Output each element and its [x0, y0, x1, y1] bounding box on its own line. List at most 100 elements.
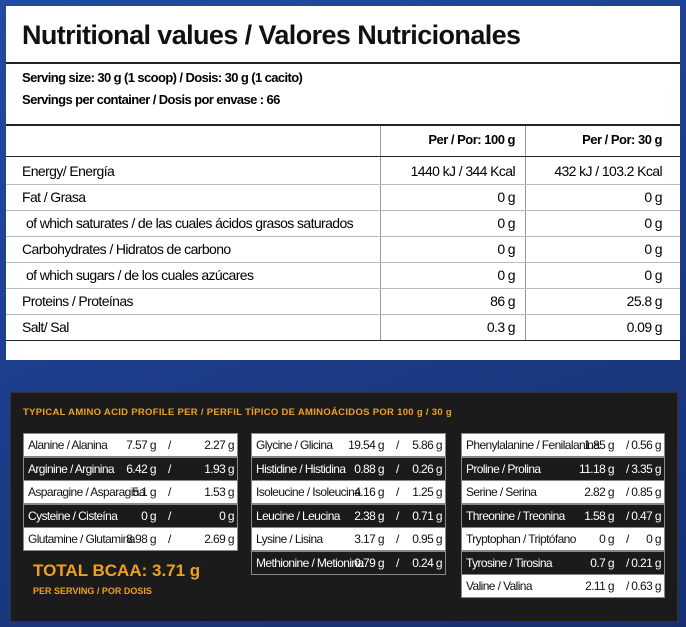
separator: / [626, 555, 629, 570]
amino-value-100g: 2.82 g [584, 485, 614, 499]
amino-name: Arginine / Arginina [28, 461, 115, 476]
amino-value-100g: 0 g [141, 508, 156, 523]
amino-row: Alanine / Alanina 7.57 g / 2.27 g [23, 433, 238, 457]
amino-value-100g: 3.17 g [354, 532, 384, 546]
amino-value-100g: 6.42 g [126, 461, 156, 476]
amino-row: Glutamine / Glutamina 8.98 g / 2.69 g [23, 527, 238, 551]
separator: / [396, 438, 399, 452]
title: Nutritional values / Valores Nutricional… [22, 20, 521, 50]
amino-row: Methionine / Metionina 0.79 g / 0.24 g [251, 550, 446, 575]
row-value: 0 g [497, 267, 515, 283]
row-label: Carbohydrates / Hidratos de carbono [22, 241, 231, 257]
amino-value-100g: 0.7 g [590, 555, 614, 570]
row-value: 0 g [644, 267, 662, 283]
amino-value-30g: 0.56 g [631, 438, 661, 452]
amino-value-100g: 2.11 g [585, 579, 614, 593]
rule [6, 156, 680, 157]
amino-name: Tyrosine / Tirosina [466, 555, 553, 570]
amino-name: Leucine / Leucina [256, 508, 340, 523]
amino-title: TYPICAL AMINO ACID PROFILE PER / PERFIL … [23, 407, 452, 418]
separator: / [626, 508, 629, 523]
amino-value-30g: 0.63 g [631, 579, 661, 593]
amino-value-30g: 0.85 g [631, 485, 661, 499]
amino-value-100g: 11.18 g [579, 461, 615, 476]
total-note: PER SERVING / POR DOSIS [33, 586, 152, 596]
amino-name: Glutamine / Glutamina [28, 532, 135, 546]
amino-value-30g: 2.27 g [204, 438, 234, 452]
separator: / [626, 579, 629, 593]
row-value: 0 g [497, 189, 515, 205]
rule [6, 124, 680, 126]
column-header: Per / Por: 30 g [582, 132, 662, 147]
amino-value-30g: 0 g [219, 508, 234, 523]
column-line [525, 126, 526, 340]
amino-name: Histidine / Histidina [256, 461, 346, 476]
row-label: Fat / Grasa [22, 189, 86, 205]
separator: / [168, 438, 171, 452]
rule [6, 62, 680, 64]
separator: / [626, 461, 629, 476]
amino-value-100g: 0.79 g [354, 555, 384, 570]
amino-row: Phenylalanine / Fenilalanina 1.85 g /0.56 … [461, 433, 665, 457]
separator: / [396, 555, 399, 570]
row-value: 86 g [490, 293, 515, 309]
amino-value-100g: 8.98 g [126, 532, 156, 546]
separator: / [396, 532, 399, 546]
row-line [6, 184, 680, 185]
row-value: 0.3 g [486, 319, 516, 335]
row-value: 0 g [497, 241, 515, 257]
separator: / [168, 485, 171, 499]
amino-value-100g: 2.38 g [354, 508, 384, 523]
amino-value-100g: 0.88 g [354, 461, 384, 476]
serving-size: Serving size: 30 g (1 scoop) / Dosis: 30… [22, 70, 303, 85]
row-line [6, 314, 680, 315]
amino-value-100g: 19.54 g [348, 438, 384, 452]
amino-name: Tryptophan / Triptófano [466, 532, 576, 546]
amino-row: Leucine / Leucina 2.38 g / 0.71 g [251, 503, 446, 528]
row-value: 25.8 g [626, 293, 663, 309]
row-value: 1440 kJ / 344 Kcal [410, 163, 516, 179]
row-line [6, 210, 680, 211]
amino-row: Tryptophan / Triptófano 0 g / 0 g [461, 527, 665, 551]
amino-row: Glycine / Glicina 19.54 g / 5.86 g [251, 433, 446, 457]
amino-value-100g: 4.16 g [354, 485, 384, 499]
amino-value-30g: 0.71 g [412, 508, 442, 523]
row-label: Salt/ Sal [22, 319, 69, 335]
row-value: 0 g [644, 215, 662, 231]
column-header: Per / Por: 100 g [428, 132, 515, 147]
amino-value-30g: 2.69 g [204, 532, 234, 546]
amino-row: Valine / Valina 2.11 g /0.63 g [461, 574, 665, 598]
row-line [6, 236, 680, 237]
separator: / [396, 461, 399, 476]
amino-row: Asparagine / Asparagina 5.1 g / 1.53 g [23, 480, 238, 504]
separator: / [626, 532, 629, 546]
amino-row: Arginine / Arginina 6.42 g / 1.93 g [23, 456, 238, 481]
amino-value-30g: 0.47 g [631, 508, 661, 523]
amino-value-30g: 0.95 g [412, 532, 442, 546]
amino-name: Proline / Prolina [466, 461, 541, 476]
row-label: Proteins / Proteínas [22, 293, 134, 309]
amino-name: Phenylalanine / Fenilalanina [466, 438, 600, 452]
row-value: 0 g [644, 189, 662, 205]
total-bcaa: TOTAL BCAA: 3.71 g [33, 561, 201, 580]
nutrition-panel: Nutritional values / Valores Nutricional… [6, 6, 680, 360]
row-value: 0 g [644, 241, 662, 257]
separator: / [626, 485, 629, 499]
separator: / [168, 532, 171, 546]
amino-row: Histidine / Histidina 0.88 g / 0.26 g [251, 456, 446, 481]
row-line [6, 288, 680, 289]
amino-name: Lysine / Lisina [256, 532, 323, 546]
amino-value-30g: 0.24 g [412, 555, 442, 570]
amino-value-30g: 0.26 g [412, 461, 442, 476]
row-line [6, 262, 680, 263]
row-value: 0 g [497, 215, 515, 231]
amino-row: Lysine / Lisina 3.17 g / 0.95 g [251, 527, 446, 551]
amino-value-30g: 3.35 g [631, 461, 661, 476]
amino-value-30g: 1.25 g [412, 485, 442, 499]
amino-value-100g: 1.58 g [584, 508, 614, 523]
amino-row: Tyrosine / Tirosina 0.7 g /0.21 g [461, 550, 665, 575]
column-line [380, 126, 381, 340]
amino-name: Asparagine / Asparagina [28, 485, 146, 499]
row-value: 432 kJ / 103.2 Kcal [554, 163, 662, 179]
